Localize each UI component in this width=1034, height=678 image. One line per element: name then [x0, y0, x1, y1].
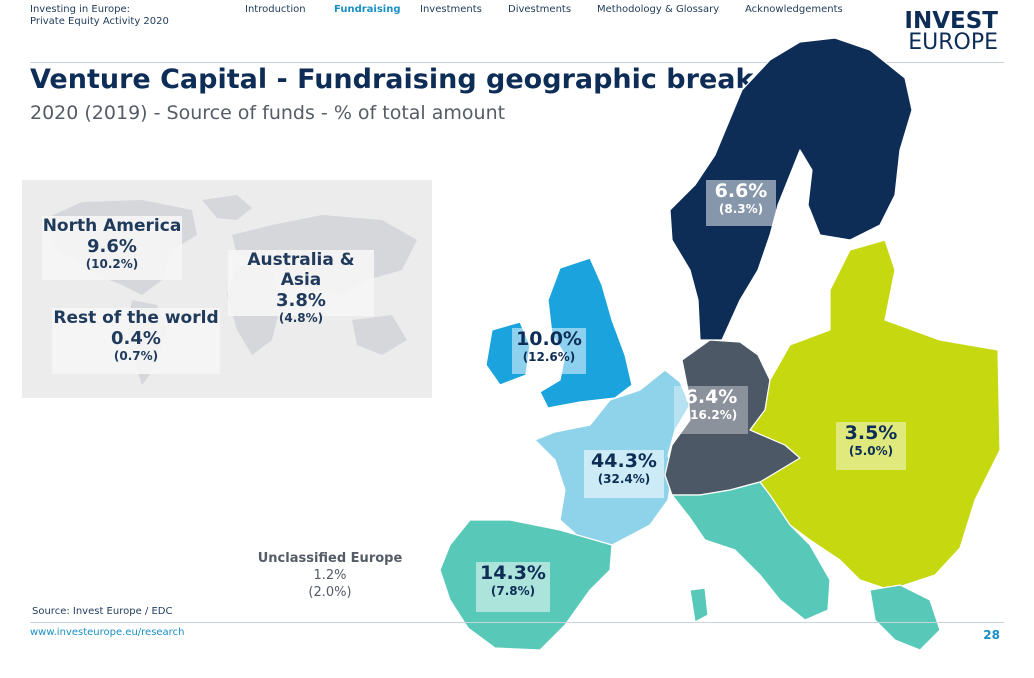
nav-introduction[interactable]: Introduction	[245, 4, 306, 15]
australia-asia-prev: (4.8%)	[278, 311, 324, 325]
research-link[interactable]: www.investeurope.eu/research	[30, 627, 185, 638]
nav-fundraising[interactable]: Fundraising	[334, 4, 401, 15]
page-number: 28	[983, 628, 1000, 642]
nav-acknowledgements[interactable]: Acknowledgements	[745, 4, 843, 15]
dach-value: 6.4%	[684, 386, 738, 408]
nordics-value: 6.6%	[714, 180, 768, 202]
australia-asia-value: 3.8%	[276, 290, 326, 311]
map-label-dach: 6.4% (16.2%)	[674, 386, 748, 434]
top-nav: Introduction Fundraising Investments Div…	[245, 4, 843, 15]
source-note: Source: Invest Europe / EDC	[32, 606, 173, 617]
map-region-nordics	[669, 37, 913, 341]
page-title: Venture Capital - Fundraising geographic…	[30, 64, 836, 95]
invest-europe-logo: INVEST EUROPE	[904, 10, 998, 54]
unclassified-name: Unclassified Europe	[257, 551, 403, 566]
report-title-line2: Private Equity Activity 2020	[30, 16, 169, 27]
map-label-nordics: 6.6% (8.3%)	[706, 180, 776, 226]
southern-europe-value: 14.3%	[480, 562, 546, 584]
unclassified-europe: Unclassified Europe 1.2% (2.0%)	[250, 550, 410, 601]
rest-of-world-prev: (0.7%)	[113, 349, 159, 363]
uk-ireland-value: 10.0%	[516, 328, 582, 350]
region-label-north-america: North America 9.6% (10.2%)	[42, 216, 182, 280]
page-subtitle: 2020 (2019) - Source of funds - % of tot…	[30, 102, 506, 124]
map-region-southern-europe	[439, 481, 941, 651]
footer-divider	[30, 622, 1004, 623]
map-label-cee: 3.5% (5.0%)	[836, 422, 906, 470]
north-america-value: 9.6%	[87, 236, 137, 257]
southern-europe-prev: (7.8%)	[490, 584, 536, 598]
nav-methodology[interactable]: Methodology & Glossary	[597, 4, 720, 15]
nordics-prev: (8.3%)	[718, 202, 764, 216]
france-benelux-prev: (32.4%)	[597, 472, 651, 486]
dach-prev: (16.2%)	[684, 408, 738, 422]
logo-line1: INVEST	[904, 8, 998, 34]
header-divider	[30, 62, 1004, 63]
rest-of-world-name: Rest of the world	[53, 308, 219, 328]
unclassified-value: 1.2%	[313, 568, 347, 583]
region-label-rest-of-world: Rest of the world 0.4% (0.7%)	[52, 308, 220, 374]
uk-ireland-prev: (12.6%)	[522, 350, 576, 364]
map-region-cee	[749, 239, 1001, 591]
nav-investments[interactable]: Investments	[420, 4, 482, 15]
australia-asia-name: Australia & Asia	[247, 250, 355, 290]
rest-of-world-value: 0.4%	[111, 328, 161, 349]
world-inset: North America 9.6% (10.2%) Australia & A…	[22, 180, 432, 398]
france-benelux-value: 44.3%	[591, 450, 657, 472]
north-america-prev: (10.2%)	[85, 257, 139, 271]
cee-prev: (5.0%)	[848, 444, 894, 458]
logo-line2: EUROPE	[908, 30, 998, 55]
report-title-line1: Investing in Europe:	[30, 4, 130, 15]
report-title: Investing in Europe: Private Equity Acti…	[30, 4, 169, 28]
nav-divestments[interactable]: Divestments	[508, 4, 572, 15]
north-america-name: North America	[42, 216, 182, 236]
map-label-uk-ireland: 10.0% (12.6%)	[512, 328, 586, 374]
region-label-australia-asia: Australia & Asia 3.8% (4.8%)	[228, 250, 374, 325]
cee-value: 3.5%	[844, 422, 898, 444]
unclassified-prev: (2.0%)	[308, 585, 352, 600]
map-label-southern-europe: 14.3% (7.8%)	[476, 562, 550, 612]
map-label-france-benelux: 44.3% (32.4%)	[584, 450, 664, 498]
